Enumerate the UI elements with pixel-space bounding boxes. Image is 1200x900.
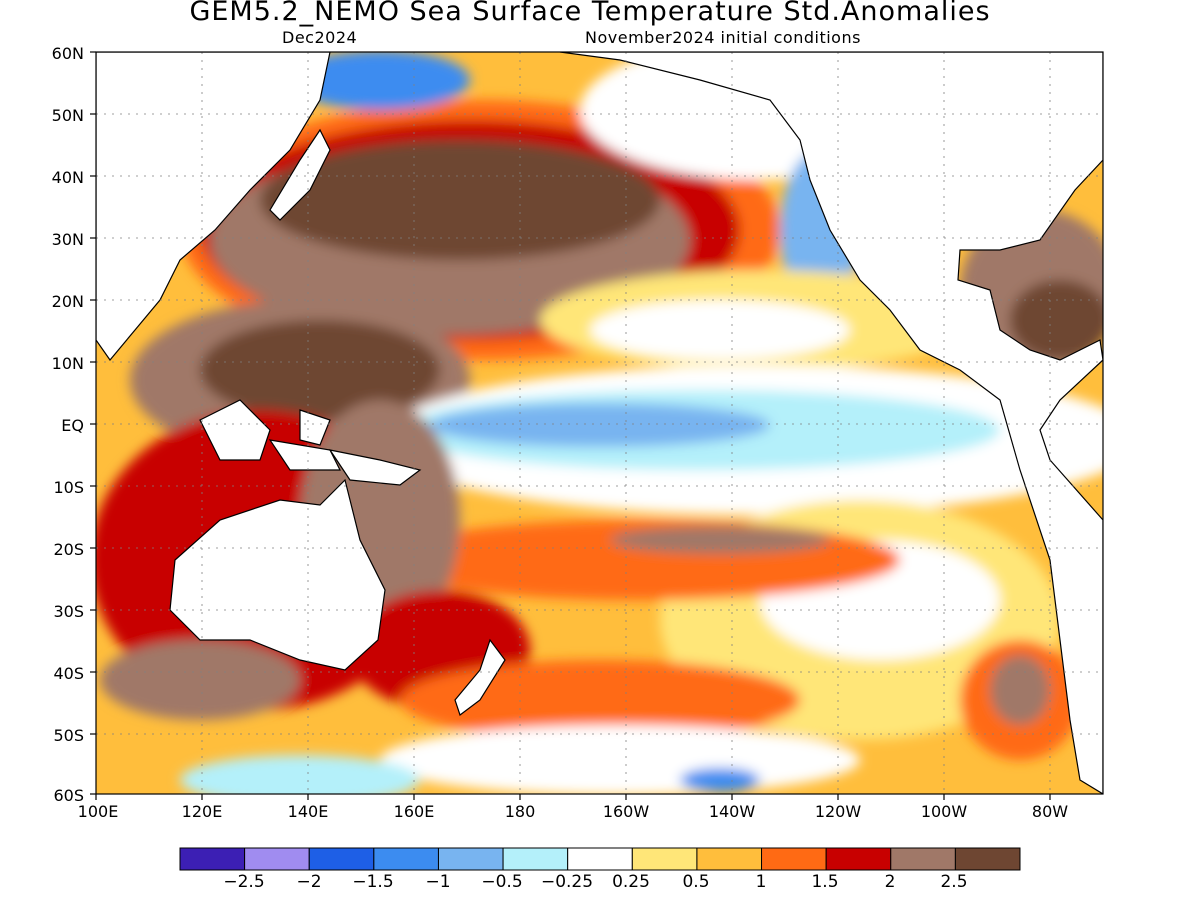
lat-label-10s: 10S (53, 478, 84, 497)
lat-label-60n: 60N (51, 44, 84, 63)
colorbar-label-0: −2.5 (223, 872, 265, 892)
axis-ticks (90, 51, 1051, 800)
lat-label-60s: 60S (53, 786, 84, 805)
colorbar-swatch-2 (308, 847, 375, 871)
lat-label-50n: 50N (51, 106, 84, 125)
lat-label-eq: EQ (61, 416, 84, 435)
colorbar-label-2: −1.5 (352, 872, 394, 892)
colorbar-label-5: −0.25 (540, 872, 594, 892)
lat-label-30n: 30N (51, 230, 84, 249)
colorbar-label-8: 1 (755, 872, 767, 892)
colorbar-label-3: −1 (425, 872, 451, 892)
lon-label-100w: 100W (920, 802, 968, 821)
lat-label-20s: 20S (53, 540, 84, 559)
map-frame (95, 51, 1104, 795)
colorbar-swatch-6 (567, 847, 633, 871)
lat-label-40s: 40S (53, 664, 84, 683)
initial-conditions: November2024 initial conditions (585, 28, 861, 47)
map-title: GEM5.2_NEMO Sea Surface Temperature Std.… (189, 0, 991, 27)
forecast-month: Dec2024 (282, 28, 358, 47)
lat-label-10n: 10N (51, 354, 84, 373)
colorbar-swatch-0 (179, 847, 246, 871)
lon-label-120w: 120W (814, 802, 862, 821)
colorbar-swatch-4 (437, 847, 504, 871)
colorbar-label-4: −0.5 (481, 872, 523, 892)
colorbar-label-9: 1.5 (811, 872, 839, 892)
land-masses (96, 52, 1103, 794)
lon-label-180: 180 (504, 802, 536, 821)
lat-label-50s: 50S (53, 726, 84, 745)
colorbar-swatch-1 (244, 847, 310, 871)
colorbar-swatch-10 (825, 847, 892, 871)
colorbar-swatch-9 (761, 847, 827, 871)
lat-label-40n: 40N (51, 168, 84, 187)
lon-label-160w: 160W (602, 802, 650, 821)
lon-label-80w: 80W (1031, 802, 1069, 821)
colorbar-label-10: 2 (884, 872, 896, 892)
colorbar-label-6: 0.25 (612, 872, 650, 892)
lon-label-140e: 140E (287, 802, 329, 821)
colorbar-swatch-5 (502, 847, 569, 871)
colorbar-swatch-3 (373, 847, 439, 871)
colorbar-label-11: 2.5 (940, 872, 968, 892)
colorbar-label-1: −2 (296, 872, 322, 892)
anomaly-field (96, 52, 1103, 794)
colorbar (179, 847, 1021, 871)
lon-label-120e: 120E (181, 802, 223, 821)
colorbar-swatch-8 (696, 847, 763, 871)
colorbar-label-7: 0.5 (682, 872, 710, 892)
colorbar-swatch-7 (631, 847, 698, 871)
colorbar-swatch-12 (954, 847, 1021, 871)
lat-label-30s: 30S (53, 602, 84, 621)
lon-label-160e: 160E (393, 802, 435, 821)
lat-label-20n: 20N (51, 292, 84, 311)
colorbar-swatch-11 (890, 847, 956, 871)
lon-label-100e: 100E (77, 802, 119, 821)
lon-label-140w: 140W (708, 802, 756, 821)
